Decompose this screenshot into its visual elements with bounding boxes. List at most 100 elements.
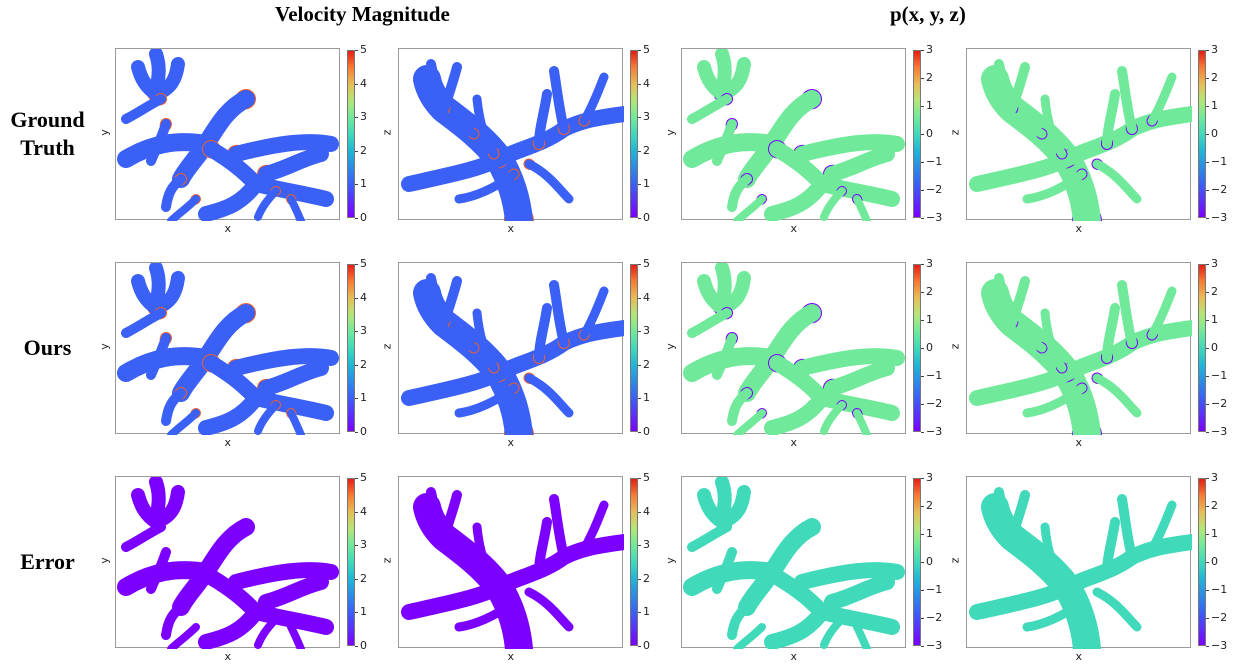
- colorbar-tick-label: −2: [920, 397, 943, 410]
- colorbar-tick-label: 2: [1206, 499, 1218, 512]
- colorbar-tick-label: −1: [1205, 155, 1228, 168]
- vessel-branch: [121, 308, 186, 426]
- colorbar-tick-label: 0: [1206, 127, 1218, 140]
- vessel-field: [968, 272, 1192, 435]
- plot-panel: [966, 262, 1192, 435]
- vessel-field: [401, 487, 624, 649]
- x-axis-label: x: [507, 436, 515, 449]
- colorbar-tick-label: −2: [920, 611, 943, 624]
- y-axis-label: z: [948, 343, 962, 350]
- vessel-branch: [167, 401, 305, 435]
- x-axis-label: x: [1075, 436, 1083, 449]
- colorbar-tick-label: 5: [355, 471, 367, 484]
- vessel-branch: [997, 72, 1177, 204]
- vessel-field: [682, 263, 906, 435]
- vessel-field: [400, 58, 624, 221]
- plot-panel: [115, 48, 340, 221]
- colorbar: [347, 50, 355, 218]
- colorbar-tick-label: 1: [921, 313, 933, 326]
- column-title-velocity: Velocity Magnitude: [275, 2, 450, 26]
- y-axis-label: y: [97, 129, 111, 136]
- colorbar-tick-label: −2: [1205, 397, 1228, 410]
- x-axis-label: x: [1075, 650, 1083, 663]
- vessel-branch: [687, 308, 752, 426]
- colorbar-tick-label: 1: [638, 391, 650, 405]
- vessel-branch: [764, 562, 905, 649]
- plot-panel: [681, 48, 906, 221]
- vessel-branch: [994, 487, 1137, 577]
- colorbar: [1198, 478, 1206, 646]
- vessel-branch: [426, 59, 569, 149]
- x-axis-label: x: [790, 650, 798, 663]
- x-axis-label: x: [224, 222, 232, 235]
- vessel-branch: [697, 477, 751, 529]
- y-axis-label: y: [663, 557, 677, 564]
- x-axis-label: x: [790, 436, 798, 449]
- colorbar-tick-label: 5: [638, 43, 650, 56]
- colorbar: [347, 264, 355, 432]
- colorbar-tick-label: 3: [355, 324, 367, 338]
- colorbar-tick-label: 2: [355, 357, 367, 371]
- colorbar-tick-label: 1: [355, 177, 367, 191]
- vessel-branch: [697, 263, 751, 315]
- colorbar-tick-label: −3: [920, 425, 943, 438]
- vessel-branch: [167, 615, 305, 649]
- colorbar-tick-label: 2: [921, 499, 933, 512]
- colorbar-tick-label: 3: [1206, 257, 1218, 270]
- vessel-branch: [426, 487, 569, 577]
- colorbar-tick-label: 1: [638, 177, 650, 191]
- colorbar-tick-label: 3: [1206, 471, 1218, 484]
- vessel-branch: [198, 562, 339, 649]
- colorbar: [630, 50, 638, 218]
- colorbar-tick-label: −1: [1205, 369, 1228, 382]
- vessel-branch: [733, 615, 871, 649]
- colorbar-tick-label: 4: [638, 504, 650, 518]
- colorbar-tick-label: 0: [638, 425, 650, 438]
- vessel-branch: [733, 187, 871, 221]
- x-axis-label: x: [507, 650, 515, 663]
- vessel-branch: [121, 522, 186, 640]
- colorbar-tick-label: −2: [1205, 183, 1228, 196]
- plot-panel: [966, 48, 1192, 221]
- colorbar-tick-label: 2: [638, 143, 650, 157]
- colorbar-tick-label: −2: [1205, 611, 1228, 624]
- colorbar-tick-label: 2: [1206, 285, 1218, 298]
- colorbar-tick-label: 2: [638, 357, 650, 371]
- colorbar-tick-label: 3: [638, 324, 650, 338]
- vessel-branch: [687, 522, 752, 640]
- colorbar-tick-label: 5: [638, 257, 650, 270]
- colorbar: [913, 478, 921, 646]
- colorbar-tick-label: 1: [355, 391, 367, 405]
- colorbar: [913, 264, 921, 432]
- vessel-branch: [997, 286, 1177, 418]
- plot-panel: [115, 262, 340, 435]
- colorbar-tick-label: 4: [355, 76, 367, 90]
- colorbar-tick-label: 4: [355, 504, 367, 518]
- vessel-branch: [764, 348, 905, 435]
- vessel-branch: [687, 94, 752, 212]
- colorbar-tick-label: 0: [1206, 341, 1218, 354]
- plot-panel: [115, 476, 340, 649]
- vessel-branch: [764, 134, 905, 221]
- column-title-pressure: p(x, y, z): [890, 2, 966, 26]
- vessel-field: [683, 477, 905, 649]
- colorbar-tick-label: 3: [921, 43, 933, 56]
- vessel-branch: [429, 72, 609, 204]
- vessel-branch: [994, 59, 1137, 149]
- colorbar-tick-label: 0: [638, 639, 650, 652]
- plot-panel: [966, 476, 1192, 649]
- colorbar-tick-label: 1: [921, 99, 933, 112]
- colorbar-tick-label: 3: [1206, 43, 1218, 56]
- x-axis-label: x: [1075, 222, 1083, 235]
- plot-panel: [398, 476, 624, 649]
- colorbar: [630, 478, 638, 646]
- colorbar-tick-label: 3: [355, 538, 367, 552]
- colorbar-tick-label: −2: [920, 183, 943, 196]
- y-axis-label: z: [380, 129, 394, 136]
- colorbar: [1198, 50, 1206, 218]
- plot-panel: [681, 476, 906, 649]
- vessel-branch: [697, 49, 751, 101]
- colorbar-tick-label: −3: [920, 639, 943, 652]
- plot-panel: [398, 262, 624, 435]
- vessel-branch: [426, 273, 569, 363]
